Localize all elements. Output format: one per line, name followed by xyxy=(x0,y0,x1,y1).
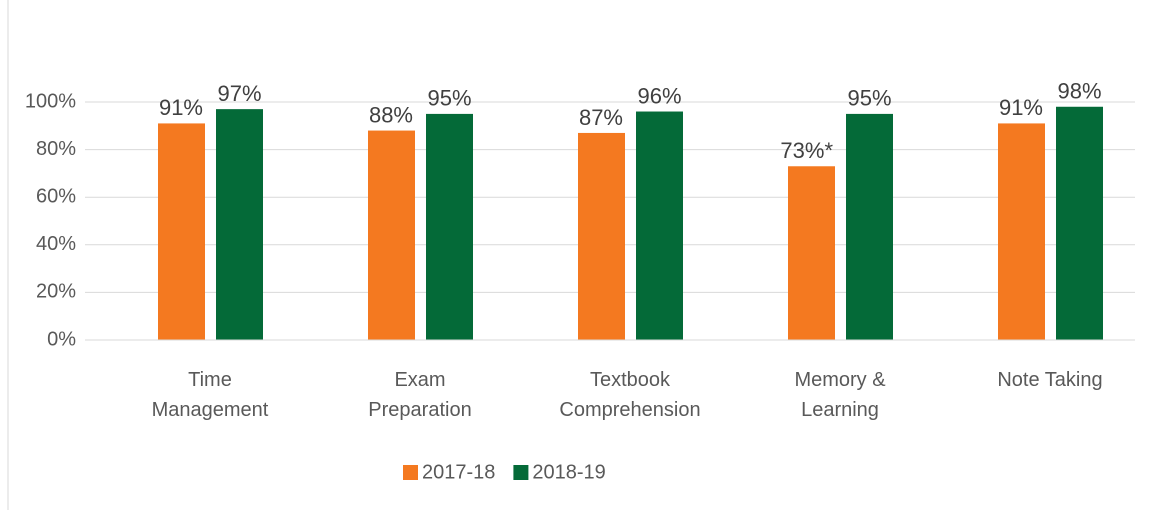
bar xyxy=(216,109,263,340)
value-label: 73%* xyxy=(780,138,833,163)
y-tick-label: 40% xyxy=(36,233,76,255)
y-tick-label: 0% xyxy=(47,328,76,350)
x-tick-label: Memory & Learning xyxy=(794,369,886,421)
legend-label: 2018-19 xyxy=(532,461,605,483)
chart-border xyxy=(7,0,9,510)
value-label: 95% xyxy=(847,86,891,111)
bar xyxy=(788,166,835,340)
legend-swatch xyxy=(403,465,418,480)
value-label: 97% xyxy=(217,81,261,106)
x-tick-label: Textbook Comprehension xyxy=(559,369,701,421)
bar xyxy=(368,130,415,340)
x-tick-label: Time Management xyxy=(151,369,269,421)
bar xyxy=(578,132,625,340)
value-label: 91% xyxy=(999,95,1043,120)
bar xyxy=(426,113,473,341)
y-tick-label: 60% xyxy=(36,185,76,207)
y-tick-label: 80% xyxy=(36,138,76,160)
value-label: 98% xyxy=(1057,79,1101,104)
bar xyxy=(1056,106,1103,340)
value-label: 96% xyxy=(637,83,681,108)
value-label: 87% xyxy=(579,105,623,130)
y-tick-label: 20% xyxy=(36,281,76,303)
bar xyxy=(158,123,205,340)
legend-swatch xyxy=(513,465,529,480)
value-label: 88% xyxy=(369,102,413,127)
x-tick-label: Exam Preparation xyxy=(368,369,472,421)
bar xyxy=(998,123,1045,340)
value-label: 95% xyxy=(427,86,471,111)
bar xyxy=(846,113,893,341)
x-tick-label: Note Taking xyxy=(997,369,1103,391)
y-tick-label: 100% xyxy=(25,90,76,112)
value-label: 91% xyxy=(159,95,203,120)
bar xyxy=(636,111,683,341)
legend-label: 2017-18 xyxy=(422,461,495,483)
